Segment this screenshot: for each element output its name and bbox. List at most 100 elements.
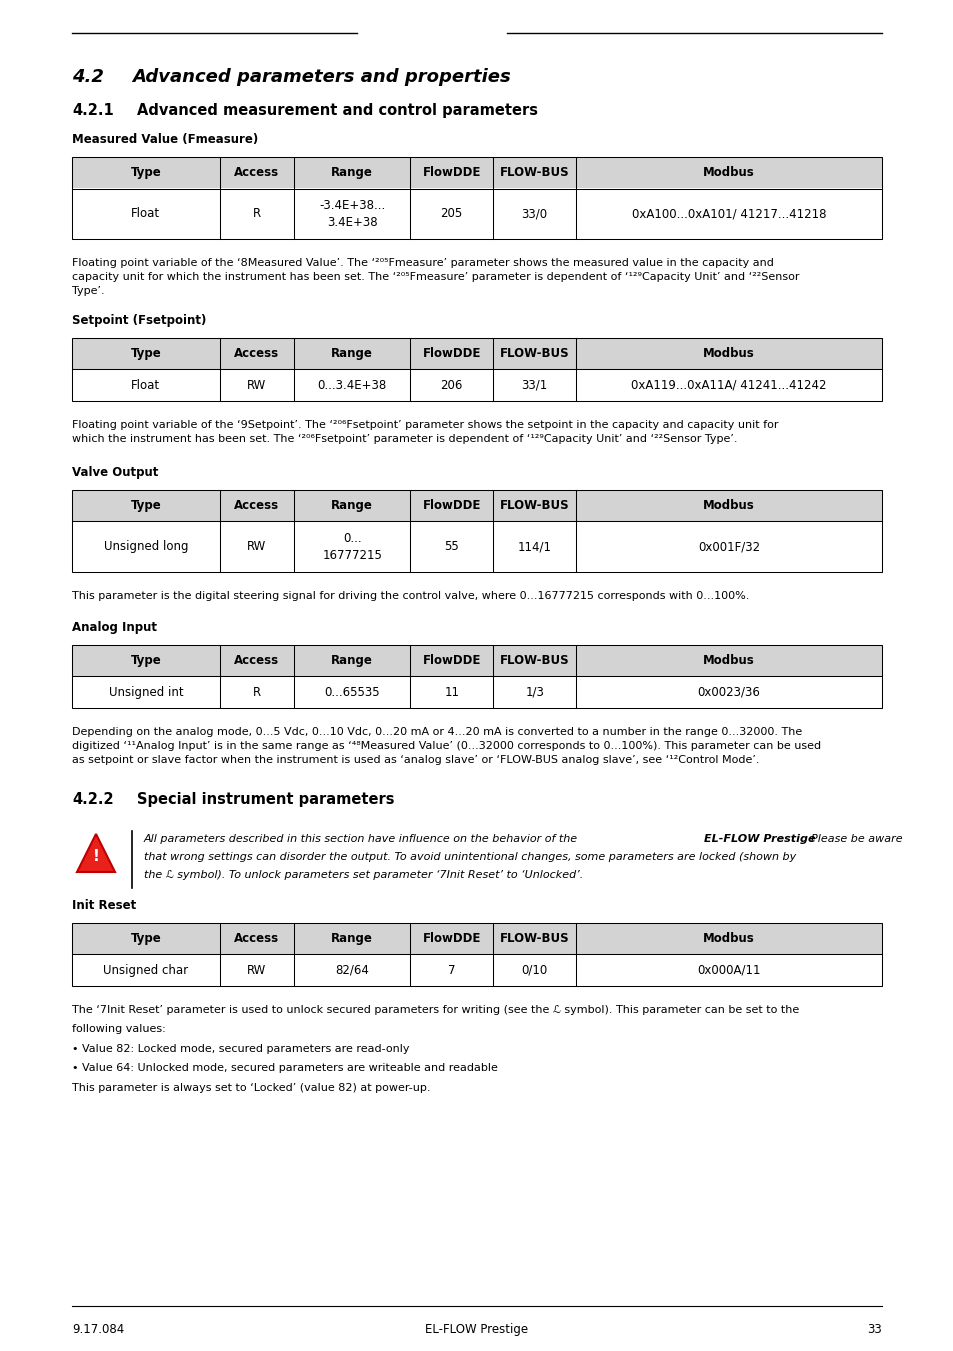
Text: The ‘7Init Reset’ parameter is used to unlock secured parameters for writing (se: The ‘7Init Reset’ parameter is used to u…	[71, 1005, 799, 1015]
Text: Valve Output: Valve Output	[71, 466, 158, 480]
Text: Analog Input: Analog Input	[71, 621, 157, 634]
Text: 4.2.2: 4.2.2	[71, 792, 113, 807]
Text: Setpoint (Fsetpoint): Setpoint (Fsetpoint)	[71, 313, 206, 327]
Text: This parameter is always set to ‘Locked’ (value 82) at power-up.: This parameter is always set to ‘Locked’…	[71, 1084, 430, 1093]
Text: !: !	[92, 848, 99, 863]
Text: Floating point variable of the ‘9Setpoint’. The ‘²⁰⁶Fsetpoint’ parameter shows t: Floating point variable of the ‘9Setpoin…	[71, 420, 778, 444]
Text: Advanced parameters and properties: Advanced parameters and properties	[132, 68, 510, 86]
Text: This parameter is the digital steering signal for driving the control valve, whe: This parameter is the digital steering s…	[71, 590, 749, 601]
Text: the ℒ symbol). To unlock parameters set parameter ‘7Init Reset’ to ‘Unlocked’.: the ℒ symbol). To unlock parameters set …	[144, 870, 582, 880]
Text: Type: Type	[131, 932, 161, 946]
Text: • Value 64: Unlocked mode, secured parameters are writeable and readable: • Value 64: Unlocked mode, secured param…	[71, 1063, 497, 1074]
Text: RW: RW	[247, 963, 266, 977]
Text: Access: Access	[234, 347, 279, 361]
Text: Range: Range	[331, 500, 373, 512]
Text: FlowDDE: FlowDDE	[422, 654, 480, 667]
Bar	[71, 644, 882, 677]
Text: All parameters described in this section have influence on the behavior of the: All parameters described in this section…	[144, 834, 581, 844]
Text: Modbus: Modbus	[702, 654, 754, 667]
Text: 0xA100...0xA101/ 41217...41218: 0xA100...0xA101/ 41217...41218	[631, 207, 825, 220]
Text: 114/1: 114/1	[517, 540, 551, 554]
Text: Floating point variable of the ‘8Measured Value’. The ‘²⁰⁵Fmeasure’ parameter sh: Floating point variable of the ‘8Measure…	[71, 258, 799, 296]
Text: 0/10: 0/10	[521, 963, 547, 977]
Text: following values:: following values:	[71, 1024, 166, 1035]
Bar	[71, 490, 882, 571]
Bar	[71, 923, 882, 986]
Bar	[71, 644, 882, 708]
Text: Init Reset: Init Reset	[71, 898, 136, 912]
Text: Modbus: Modbus	[702, 347, 754, 361]
Text: RW: RW	[247, 540, 266, 554]
Text: FLOW-BUS: FLOW-BUS	[499, 932, 569, 946]
Bar	[71, 923, 882, 955]
Text: Modbus: Modbus	[702, 500, 754, 512]
Text: Access: Access	[234, 166, 279, 180]
Text: Range: Range	[331, 932, 373, 946]
Bar	[71, 338, 882, 370]
Text: Unsigned long: Unsigned long	[104, 540, 188, 554]
Text: Range: Range	[331, 347, 373, 361]
Text: RW: RW	[247, 378, 266, 392]
Text: 0x001F/32: 0x001F/32	[698, 540, 760, 554]
Text: Unsigned int: Unsigned int	[109, 686, 183, 698]
Text: Modbus: Modbus	[702, 932, 754, 946]
Text: Type: Type	[131, 500, 161, 512]
Text: Unsigned char: Unsigned char	[103, 963, 189, 977]
Text: that wrong settings can disorder the output. To avoid unintentional changes, som: that wrong settings can disorder the out…	[144, 852, 796, 862]
Text: • Value 82: Locked mode, secured parameters are read-only: • Value 82: Locked mode, secured paramet…	[71, 1044, 409, 1054]
Text: Access: Access	[234, 932, 279, 946]
Bar	[71, 157, 882, 239]
Bar	[71, 677, 882, 708]
Text: FlowDDE: FlowDDE	[422, 347, 480, 361]
Text: 7: 7	[448, 963, 455, 977]
Text: 0...3.4E+38: 0...3.4E+38	[317, 378, 386, 392]
Text: FLOW-BUS: FLOW-BUS	[499, 654, 569, 667]
Text: 206: 206	[440, 378, 462, 392]
Text: 0x0023/36: 0x0023/36	[697, 686, 760, 698]
Text: 4.2: 4.2	[71, 68, 104, 86]
Text: -3.4E+38...
3.4E+38: -3.4E+38... 3.4E+38	[318, 199, 385, 228]
Text: Advanced measurement and control parameters: Advanced measurement and control paramet…	[137, 103, 537, 118]
Text: Type: Type	[131, 166, 161, 180]
Text: 205: 205	[440, 207, 462, 220]
Text: FLOW-BUS: FLOW-BUS	[499, 500, 569, 512]
Text: Access: Access	[234, 654, 279, 667]
Text: 82/64: 82/64	[335, 963, 369, 977]
Text: 55: 55	[444, 540, 458, 554]
Text: Access: Access	[234, 500, 279, 512]
Polygon shape	[77, 834, 115, 871]
Text: 33/0: 33/0	[521, 207, 547, 220]
Text: 33/1: 33/1	[521, 378, 547, 392]
Text: 11: 11	[444, 686, 458, 698]
Bar	[71, 955, 882, 986]
Text: Range: Range	[331, 166, 373, 180]
Text: EL-FLOW Prestige: EL-FLOW Prestige	[703, 834, 815, 844]
Text: 9.17.084: 9.17.084	[71, 1323, 124, 1336]
Text: 1/3: 1/3	[525, 686, 543, 698]
Text: Type: Type	[131, 654, 161, 667]
Text: FlowDDE: FlowDDE	[422, 166, 480, 180]
Text: FlowDDE: FlowDDE	[422, 500, 480, 512]
Text: FLOW-BUS: FLOW-BUS	[499, 166, 569, 180]
Text: Range: Range	[331, 654, 373, 667]
Text: EL-FLOW Prestige: EL-FLOW Prestige	[425, 1323, 528, 1336]
Text: 4.2.1: 4.2.1	[71, 103, 113, 118]
Bar	[71, 490, 882, 521]
Text: Type: Type	[131, 347, 161, 361]
Text: FlowDDE: FlowDDE	[422, 932, 480, 946]
Bar	[71, 338, 882, 401]
Text: Special instrument parameters: Special instrument parameters	[137, 792, 395, 807]
Text: R: R	[253, 686, 261, 698]
Bar	[71, 521, 882, 571]
Text: FLOW-BUS: FLOW-BUS	[499, 347, 569, 361]
Text: Modbus: Modbus	[702, 166, 754, 180]
Text: 0x000A/11: 0x000A/11	[697, 963, 760, 977]
Text: 33: 33	[866, 1323, 882, 1336]
Text: 0...
16777215: 0... 16777215	[322, 532, 382, 562]
Text: Float: Float	[132, 207, 160, 220]
Text: 0...65535: 0...65535	[324, 686, 379, 698]
Text: R: R	[253, 207, 261, 220]
Text: 0xA119...0xA11A/ 41241...41242: 0xA119...0xA11A/ 41241...41242	[631, 378, 826, 392]
Bar	[71, 189, 882, 239]
Bar	[71, 157, 882, 189]
